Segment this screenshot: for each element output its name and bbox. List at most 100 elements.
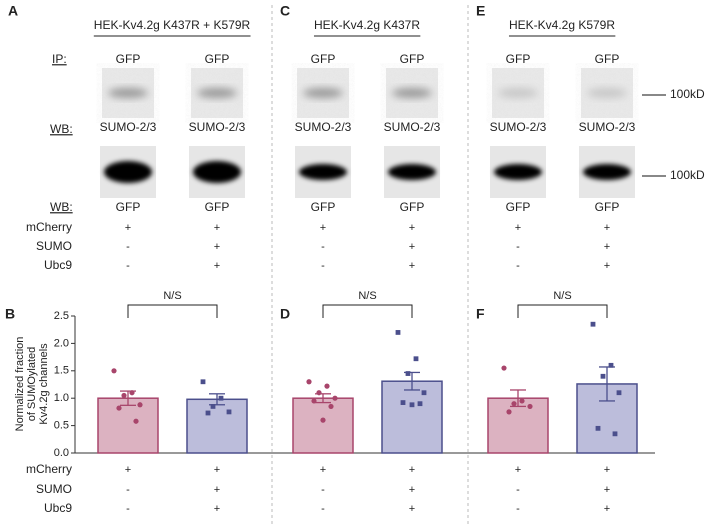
panel-letter: E	[476, 3, 485, 19]
condition-sign: +	[214, 503, 220, 515]
condition-sign: -	[126, 260, 130, 272]
data-point	[612, 431, 618, 437]
significance-bracket	[127, 304, 218, 318]
ip-label: IP:	[52, 52, 67, 66]
condition-sign: -	[126, 503, 130, 515]
condition-sign: +	[409, 222, 415, 234]
annotation: N/S	[358, 290, 376, 302]
condition-sign: +	[320, 222, 326, 234]
condition-sign: +	[214, 260, 220, 272]
data-point	[519, 398, 525, 404]
ip-lane: GFP	[400, 52, 425, 66]
condition-sign: +	[409, 503, 415, 515]
condition-sign: -	[126, 241, 130, 253]
data-point	[121, 392, 127, 399]
data-point	[311, 398, 317, 404]
blot-title: HEK-Kv4.2g K437R + K579R	[94, 18, 251, 32]
condition-sign: +	[214, 241, 220, 253]
wb-top-lane: SUMO-2/3	[100, 120, 157, 134]
data-point	[137, 402, 143, 408]
blot-band	[388, 164, 436, 180]
condition-sign: -	[516, 503, 520, 515]
y-tick-label: 0.0	[54, 447, 69, 459]
data-point	[395, 330, 401, 335]
condition-sign: +	[604, 260, 610, 272]
blot-title: HEK-Kv4.2g K437R	[314, 18, 420, 32]
data-point	[324, 383, 330, 389]
annotation: N/S	[163, 290, 181, 302]
data-point	[421, 390, 427, 396]
condition-sign: -	[126, 484, 130, 496]
data-point	[226, 409, 232, 415]
blot-band	[104, 161, 152, 183]
condition-sign: -	[516, 260, 520, 272]
blot-band	[498, 88, 538, 98]
annotation: N/S	[553, 290, 571, 302]
bar	[186, 398, 248, 454]
condition-sign: -	[321, 503, 325, 515]
wb-top-lane: SUMO-2/3	[579, 120, 636, 134]
condition-sign: +	[604, 241, 610, 253]
condition-sign: +	[515, 222, 521, 234]
wb-bottom-lane: GFP	[400, 200, 425, 214]
condition-sign: -	[321, 260, 325, 272]
condition-name: mCherry	[26, 462, 72, 476]
blot-band	[299, 164, 347, 180]
wb-label: WB:	[50, 122, 73, 136]
blot-band	[494, 164, 542, 180]
condition-sign: +	[409, 484, 415, 496]
data-point	[218, 395, 224, 401]
condition-name: Ubc9	[44, 501, 72, 515]
y-axis-label: Kv4.2g channels	[38, 343, 50, 425]
condition-sign: -	[516, 241, 520, 253]
panel-letter: A	[8, 3, 18, 19]
condition-sign: +	[214, 484, 220, 496]
blot-band	[587, 88, 627, 98]
data-point	[111, 368, 117, 374]
data-point	[595, 425, 601, 431]
data-point	[413, 356, 419, 362]
data-point	[409, 402, 415, 408]
data-point	[133, 418, 139, 424]
blot-band	[193, 161, 241, 183]
wb-bottom-lane: GFP	[205, 200, 230, 214]
data-point	[590, 321, 596, 327]
data-point	[116, 405, 122, 411]
wb-bottom-lane: GFP	[116, 200, 141, 214]
wb-bottom-lane: GFP	[311, 200, 336, 214]
condition-name: SUMO	[36, 239, 72, 253]
data-point	[417, 401, 423, 407]
ip-lane: GFP	[506, 52, 531, 66]
data-point	[511, 401, 517, 407]
condition-sign: -	[321, 484, 325, 496]
data-point	[405, 371, 411, 376]
condition-sign: -	[516, 484, 520, 496]
data-point	[501, 365, 507, 371]
wb-label: WB:	[50, 200, 73, 214]
condition-sign: +	[409, 260, 415, 272]
y-tick-label: 1.5	[54, 365, 69, 377]
condition-sign: +	[214, 464, 220, 476]
ip-lane: GFP	[205, 52, 230, 66]
y-tick-label: 2.0	[54, 337, 69, 349]
data-point	[600, 373, 606, 379]
panel-letter: B	[5, 306, 15, 322]
bar	[97, 397, 159, 454]
data-point	[320, 417, 326, 423]
panel-letter: C	[280, 3, 290, 19]
blot-band	[392, 88, 432, 98]
bar	[381, 380, 443, 454]
data-point	[400, 400, 406, 405]
y-tick-label: 1.0	[54, 392, 69, 404]
bar	[292, 397, 354, 454]
condition-sign: +	[604, 222, 610, 234]
condition-sign: +	[409, 464, 415, 476]
blot-title: HEK-Kv4.2g K579R	[509, 18, 615, 32]
condition-name: Ubc9	[44, 258, 72, 272]
data-point	[527, 403, 533, 410]
data-point	[205, 410, 211, 416]
significance-bracket	[322, 304, 413, 318]
ip-lane: GFP	[311, 52, 336, 66]
data-point	[608, 362, 614, 368]
data-point	[306, 379, 312, 385]
